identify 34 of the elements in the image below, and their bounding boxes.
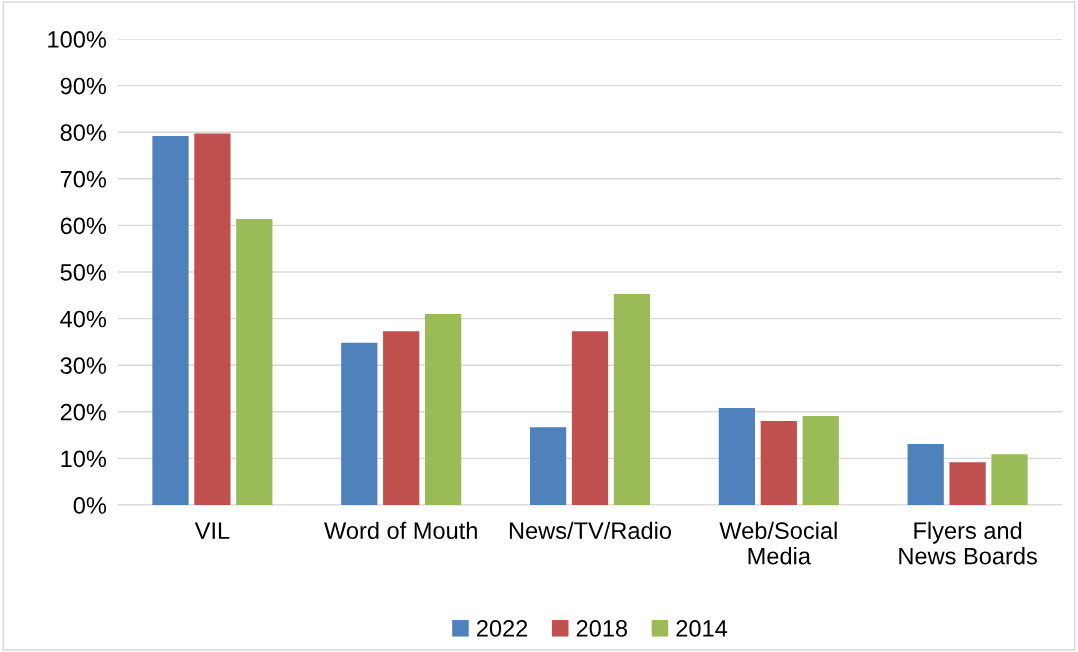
bar [613,293,651,505]
y-tick-label: 10% [61,450,107,468]
x-tick-label: Flyers and News Boards [899,521,1037,565]
bar [571,331,609,505]
y-tick-label: 100% [48,31,107,48]
legend-label: 2022 [476,620,528,637]
bar [152,135,189,505]
y-tick-label: 90% [60,77,107,95]
bar [529,427,567,505]
bar [760,421,797,505]
y-tick-label: 50% [60,264,107,281]
bar [991,454,1028,505]
y-tick-label: 80% [60,124,107,141]
x-tick-label: News/TV/Radio [509,521,672,540]
y-tick-label: 60% [60,217,107,235]
bar [949,462,986,505]
bar [383,331,420,505]
bar [236,218,273,505]
bar [802,415,839,505]
legend-label: 2018 [576,620,628,637]
bar [907,443,944,505]
bar [424,313,462,505]
bar [341,342,378,505]
x-tick-label: VIL [194,522,230,539]
x-tick-label: Web/Social Media [719,521,837,565]
bar [194,133,231,505]
y-tick-label: 20% [60,403,107,421]
y-tick-label: 40% [60,310,107,328]
legend-label: 2014 [676,620,728,637]
x-tick-label: Word of Mouth [324,521,477,540]
y-tick-label: 0% [73,497,107,514]
bar [718,408,756,505]
y-tick-label: 70% [60,170,107,188]
y-tick-label: 30% [60,357,107,374]
